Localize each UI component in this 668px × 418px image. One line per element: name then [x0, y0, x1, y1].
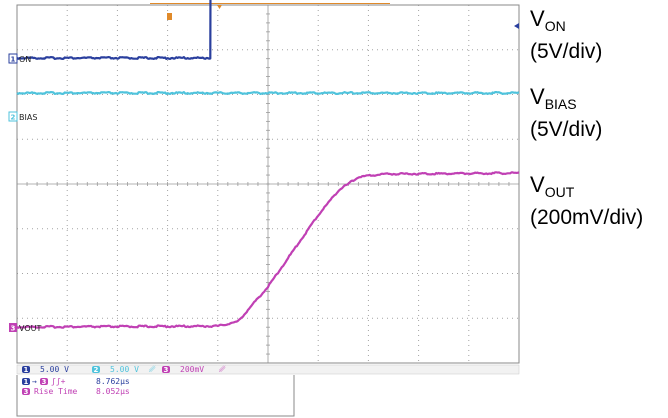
legend-vout-scale: (200mV/div) [530, 206, 644, 229]
ch1-badge: 1 ON [8, 53, 31, 64]
ch2-badge-number: 2 [11, 114, 16, 122]
ch1-right-marker [514, 23, 519, 29]
status-ch1-scale: 5.00 V [40, 365, 69, 374]
meas2-value: 8.052µs [96, 387, 130, 396]
ch3-badge-number: 3 [11, 325, 16, 333]
bandwidth-limit-icon: ␥ [149, 365, 156, 374]
ch3-badge: 3 VOUT [9, 323, 41, 333]
trigger-position-marker [217, 5, 222, 9]
traces [16, 0, 520, 329]
ch2-badge: 2 BIAS [8, 111, 37, 122]
meas2-channel: 3 [24, 388, 29, 396]
meas2-name: Rise Time [34, 387, 78, 396]
legend-vout-sub: OUT [544, 184, 575, 200]
trigger-marker [167, 13, 172, 20]
legend-vout-main: V [530, 172, 545, 197]
status-ch2-scale: 5.00 V [110, 365, 139, 374]
meas1-value: 8.762µs [96, 377, 130, 386]
legend-von-scale: (5V/div) [530, 40, 603, 63]
legend-von-main: V [530, 6, 545, 31]
legend-vbias-sub: BIAS [544, 96, 577, 112]
ch1-badge-number: 1 [11, 56, 16, 64]
legend-vbias-main: V [530, 84, 545, 109]
measurement-panel: 1 → 3 ʃʃ+ 8.762µs 3 Rise Time 8.052µs [16, 375, 295, 417]
status-ch3-number: 3 [164, 366, 169, 374]
ch2-trace-label: BIAS [19, 113, 37, 122]
legend-entry-vbias: VBIAS (5V/div) [530, 84, 602, 143]
legend-von-sub: ON [544, 18, 566, 34]
trace-bias [16, 91, 520, 95]
status-ch2-number: 2 [94, 366, 99, 374]
status-bar: 1 5.00 V 2 5.00 V ␥ 3 200mV ␥ [16, 364, 520, 375]
meas1-from-channel: 1 [24, 378, 29, 386]
status-ch3-scale: 200mV [180, 365, 204, 374]
ch3-trace-label: VOUT [19, 324, 41, 333]
arrow-right-icon: → [32, 377, 37, 386]
trace-on [16, 0, 212, 60]
meas1-to-channel: 3 [42, 378, 47, 386]
status-ch1-number: 1 [24, 366, 29, 374]
bandwidth-limit-icon: ␥ [219, 365, 226, 374]
rising-edge-icon: ʃʃ+ [51, 377, 66, 386]
trace-vout [16, 171, 520, 329]
plot-frame [16, 4, 520, 364]
legend-entry-von: VON (5V/div) [530, 6, 602, 65]
legend-entry-vout: VOUT (200mV/div) [530, 172, 643, 231]
ch1-trace-label: ON [19, 55, 31, 64]
legend-vbias-scale: (5V/div) [530, 118, 603, 141]
